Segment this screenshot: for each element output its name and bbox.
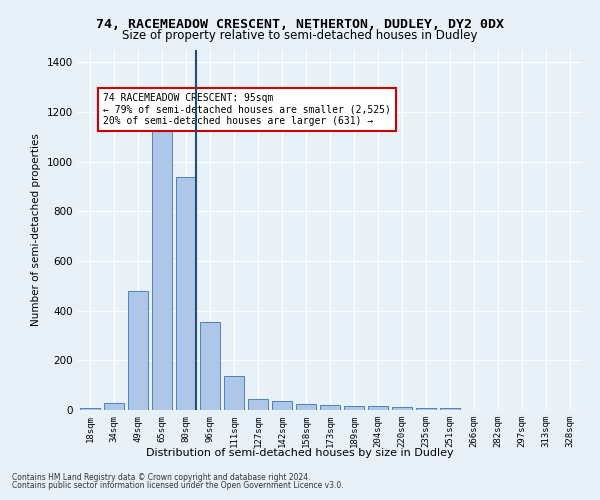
Text: Distribution of semi-detached houses by size in Dudley: Distribution of semi-detached houses by …	[146, 448, 454, 458]
Bar	[152, 127, 172, 410]
Bar	[104, 402, 124, 410]
Bar	[320, 405, 340, 410]
Bar	[392, 407, 412, 410]
Bar	[272, 402, 292, 410]
Bar	[416, 408, 436, 410]
Y-axis label: Number of semi-detached properties: Number of semi-detached properties	[31, 134, 41, 326]
Bar	[200, 322, 220, 410]
Bar	[248, 399, 268, 410]
Bar	[344, 406, 364, 410]
Text: 74, RACEMEADOW CRESCENT, NETHERTON, DUDLEY, DY2 0DX: 74, RACEMEADOW CRESCENT, NETHERTON, DUDL…	[96, 18, 504, 30]
Text: Contains HM Land Registry data © Crown copyright and database right 2024.: Contains HM Land Registry data © Crown c…	[12, 472, 311, 482]
Bar	[296, 404, 316, 410]
Bar	[176, 176, 196, 410]
Bar	[368, 406, 388, 410]
Text: Size of property relative to semi-detached houses in Dudley: Size of property relative to semi-detach…	[122, 29, 478, 42]
Bar	[224, 376, 244, 410]
Bar	[128, 291, 148, 410]
Bar	[80, 408, 100, 410]
Text: 74 RACEMEADOW CRESCENT: 95sqm
← 79% of semi-detached houses are smaller (2,525)
: 74 RACEMEADOW CRESCENT: 95sqm ← 79% of s…	[103, 93, 391, 126]
Bar	[440, 408, 460, 410]
Text: Contains public sector information licensed under the Open Government Licence v3: Contains public sector information licen…	[12, 481, 344, 490]
